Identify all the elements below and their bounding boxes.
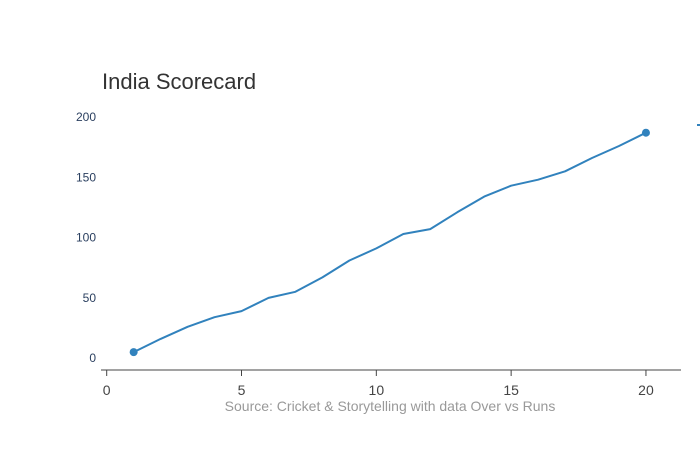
chart-title: India Scorecard (102, 69, 256, 94)
series-line (133, 131, 647, 353)
x-tick-label: 5 (238, 382, 246, 398)
y-tick-label: 200 (76, 110, 96, 124)
x-tick-label: 20 (638, 382, 654, 398)
y-tick-label: 100 (76, 231, 96, 245)
x-tick-label: 15 (503, 382, 519, 398)
source-note: Source: Cricket & Storytelling with data… (225, 398, 556, 414)
y-axis: 0 50 100 150 200 (76, 110, 96, 365)
x-tick-label: 10 (369, 382, 385, 398)
y-tick-label: 50 (83, 291, 97, 305)
x-axis: 0 5 10 15 20 (101, 369, 681, 398)
y-tick-label: 0 (89, 351, 96, 365)
data-point-marker (641, 128, 650, 137)
y-tick-label: 150 (76, 170, 96, 184)
x-tick-label: 0 (103, 382, 111, 398)
data-point-marker (129, 348, 138, 357)
series-layer (129, 128, 650, 357)
